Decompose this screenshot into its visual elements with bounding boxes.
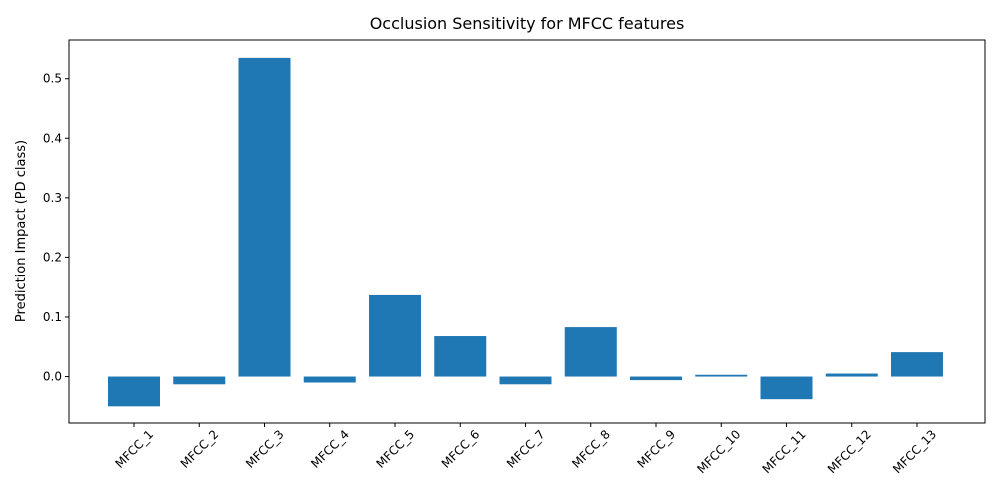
x-tick-label: MFCC_3 <box>243 427 287 471</box>
y-tick-label: 0.3 <box>43 191 62 205</box>
y-tick-label: 0.0 <box>43 370 62 384</box>
bar-mfcc-2 <box>173 377 225 385</box>
bars-group <box>108 58 943 406</box>
x-tick-label: MFCC_10 <box>694 427 743 476</box>
x-tick-label: MFCC_11 <box>760 427 809 476</box>
y-tick-label: 0.2 <box>43 250 62 264</box>
x-tick-label: MFCC_7 <box>504 427 548 471</box>
x-tick-label: MFCC_12 <box>825 427 874 476</box>
bar-mfcc-12 <box>826 374 878 377</box>
bar-mfcc-9 <box>630 377 682 381</box>
x-axis: MFCC_1 MFCC_2 MFCC_3 MFCC_4 MFCC_5 MFCC_6 MFCC… <box>113 423 940 476</box>
x-tick-label: MFCC_8 <box>569 427 613 471</box>
bar-mfcc-4 <box>304 377 356 383</box>
y-tick-label: 0.5 <box>43 72 62 86</box>
y-axis-label: Prediction Impact (PD class) <box>14 140 29 322</box>
bar-mfcc-8 <box>565 327 617 376</box>
x-tick-label: MFCC_9 <box>635 427 679 471</box>
x-tick-label: MFCC_2 <box>178 427 222 471</box>
y-tick-label: 0.4 <box>43 131 62 145</box>
x-tick-label: MFCC_13 <box>890 427 939 476</box>
bar-mfcc-11 <box>761 377 813 400</box>
x-tick-label: MFCC_6 <box>439 427 483 471</box>
y-axis: 0.0 0.1 0.2 0.3 0.4 0.5 <box>43 72 69 384</box>
x-tick-label: MFCC_4 <box>308 427 352 471</box>
x-tick-label: MFCC_5 <box>374 427 418 471</box>
x-tick-label: MFCC_1 <box>113 427 157 471</box>
plot-frame <box>69 40 985 423</box>
bar-mfcc-10 <box>695 375 747 377</box>
bar-mfcc-1 <box>108 377 160 407</box>
bar-mfcc-3 <box>239 58 291 377</box>
bar-mfcc-13 <box>891 352 943 376</box>
bar-mfcc-6 <box>434 336 486 377</box>
chart-title: Occlusion Sensitivity for MFCC features <box>370 14 685 33</box>
bar-mfcc-7 <box>500 377 552 385</box>
y-tick-label: 0.1 <box>43 310 62 324</box>
bar-mfcc-5 <box>369 295 421 377</box>
